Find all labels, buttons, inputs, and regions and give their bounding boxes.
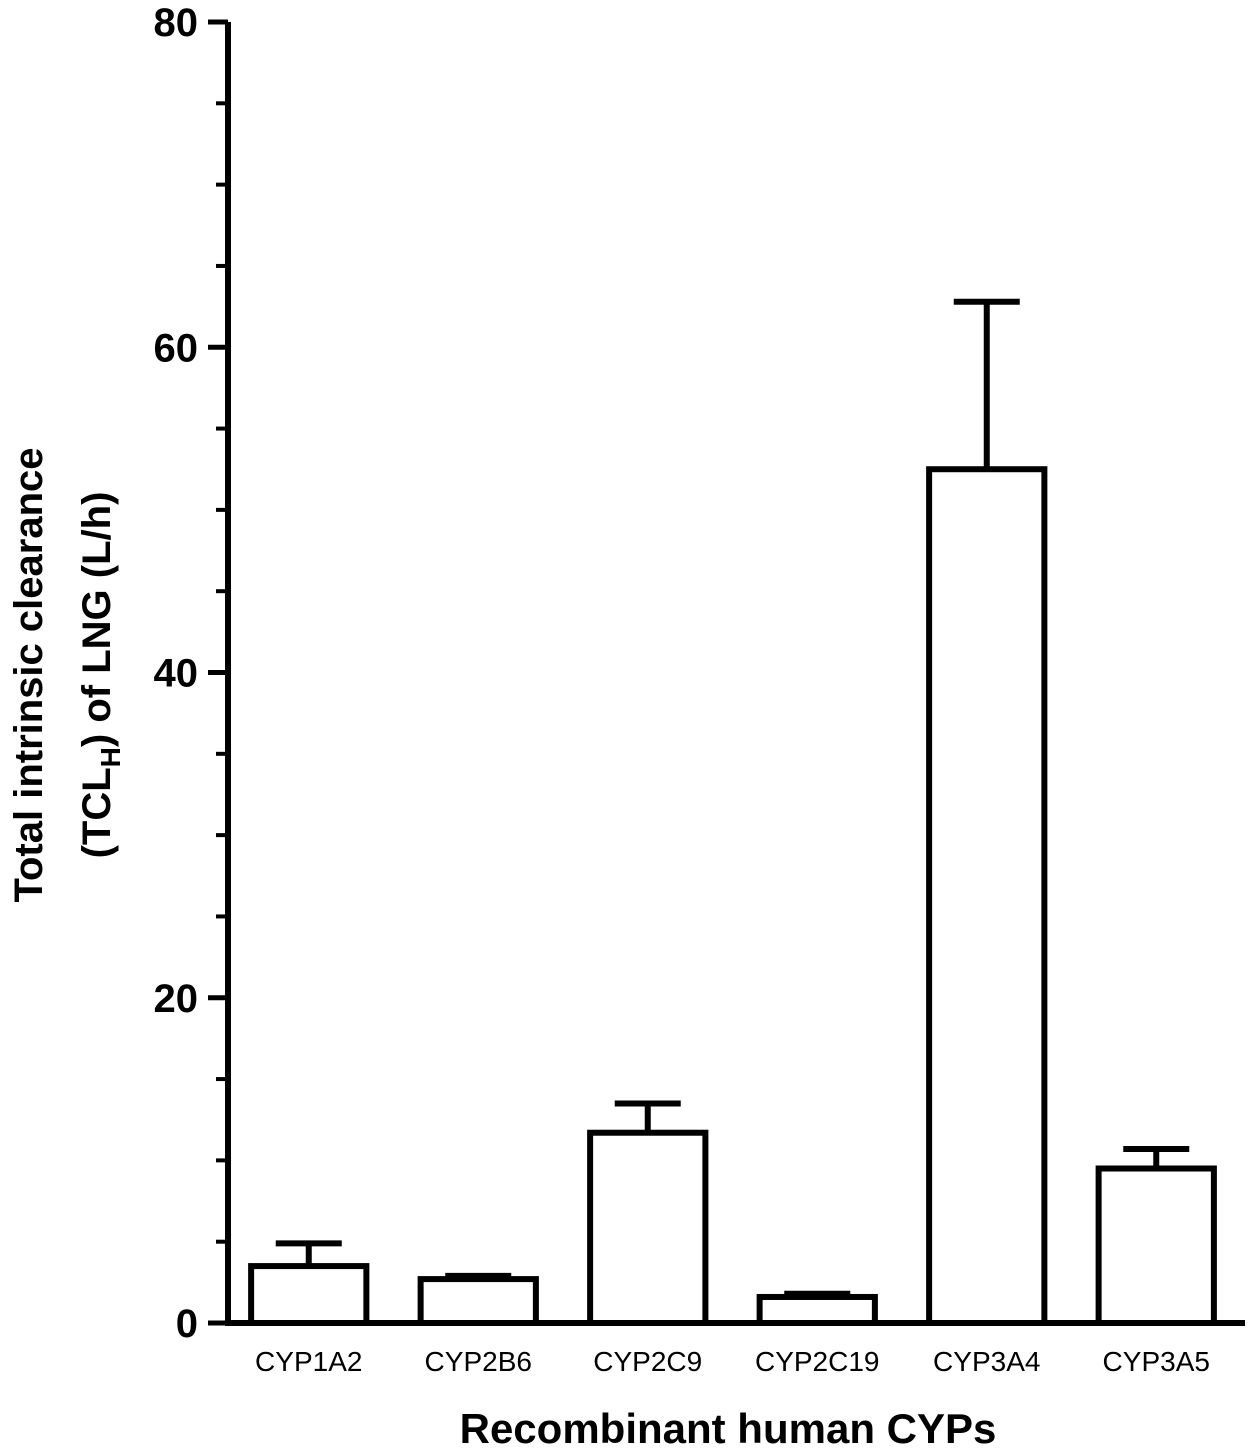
y-axis-title-line1: Total intrinsic clearance [7,448,51,903]
y-tick-label: 60 [154,326,199,370]
x-tick-label: CYP2B6 [425,1346,532,1377]
bar-cyp2b6 [417,1276,539,1327]
bar-cyp3a5 [1095,1165,1217,1326]
bar-cyp2c19 [756,1293,878,1326]
x-tick-label: CYP3A5 [1103,1346,1210,1377]
bar-cyp2c9 [587,1129,709,1327]
y-axis-title-post: ) of LNG (L/h) [75,492,119,747]
y-axis-title-pre: (TCL [75,767,119,858]
axes [208,19,1245,1326]
error-bars [275,298,1190,1297]
x-tick-label: CYP1A2 [255,1346,362,1377]
x-tick-label: CYP2C9 [593,1346,702,1377]
x-axis-title: Recombinant human CYPs [460,1405,997,1450]
y-tick-label: 40 [154,652,199,696]
x-tick-label: CYP3A4 [933,1346,1040,1377]
y-tick-label: 80 [154,1,199,45]
y-tick-label: 0 [176,1302,198,1346]
bar-cyp3a4 [926,466,1048,1326]
x-tick-label: CYP2C19 [755,1346,880,1377]
bars [248,466,1217,1327]
y-axis-title-line2: (TCLH) of LNG (L/h) [75,492,126,859]
bar-cyp1a2 [248,1263,370,1327]
tick-labels: 0 20 40 60 80 CYP1A2 CYP2B6 CYP2C9 CYP2C19 CYP3A4… [154,1,1210,1377]
y-axis-title-sub: H [95,747,126,767]
y-tick-label: 20 [154,977,199,1021]
